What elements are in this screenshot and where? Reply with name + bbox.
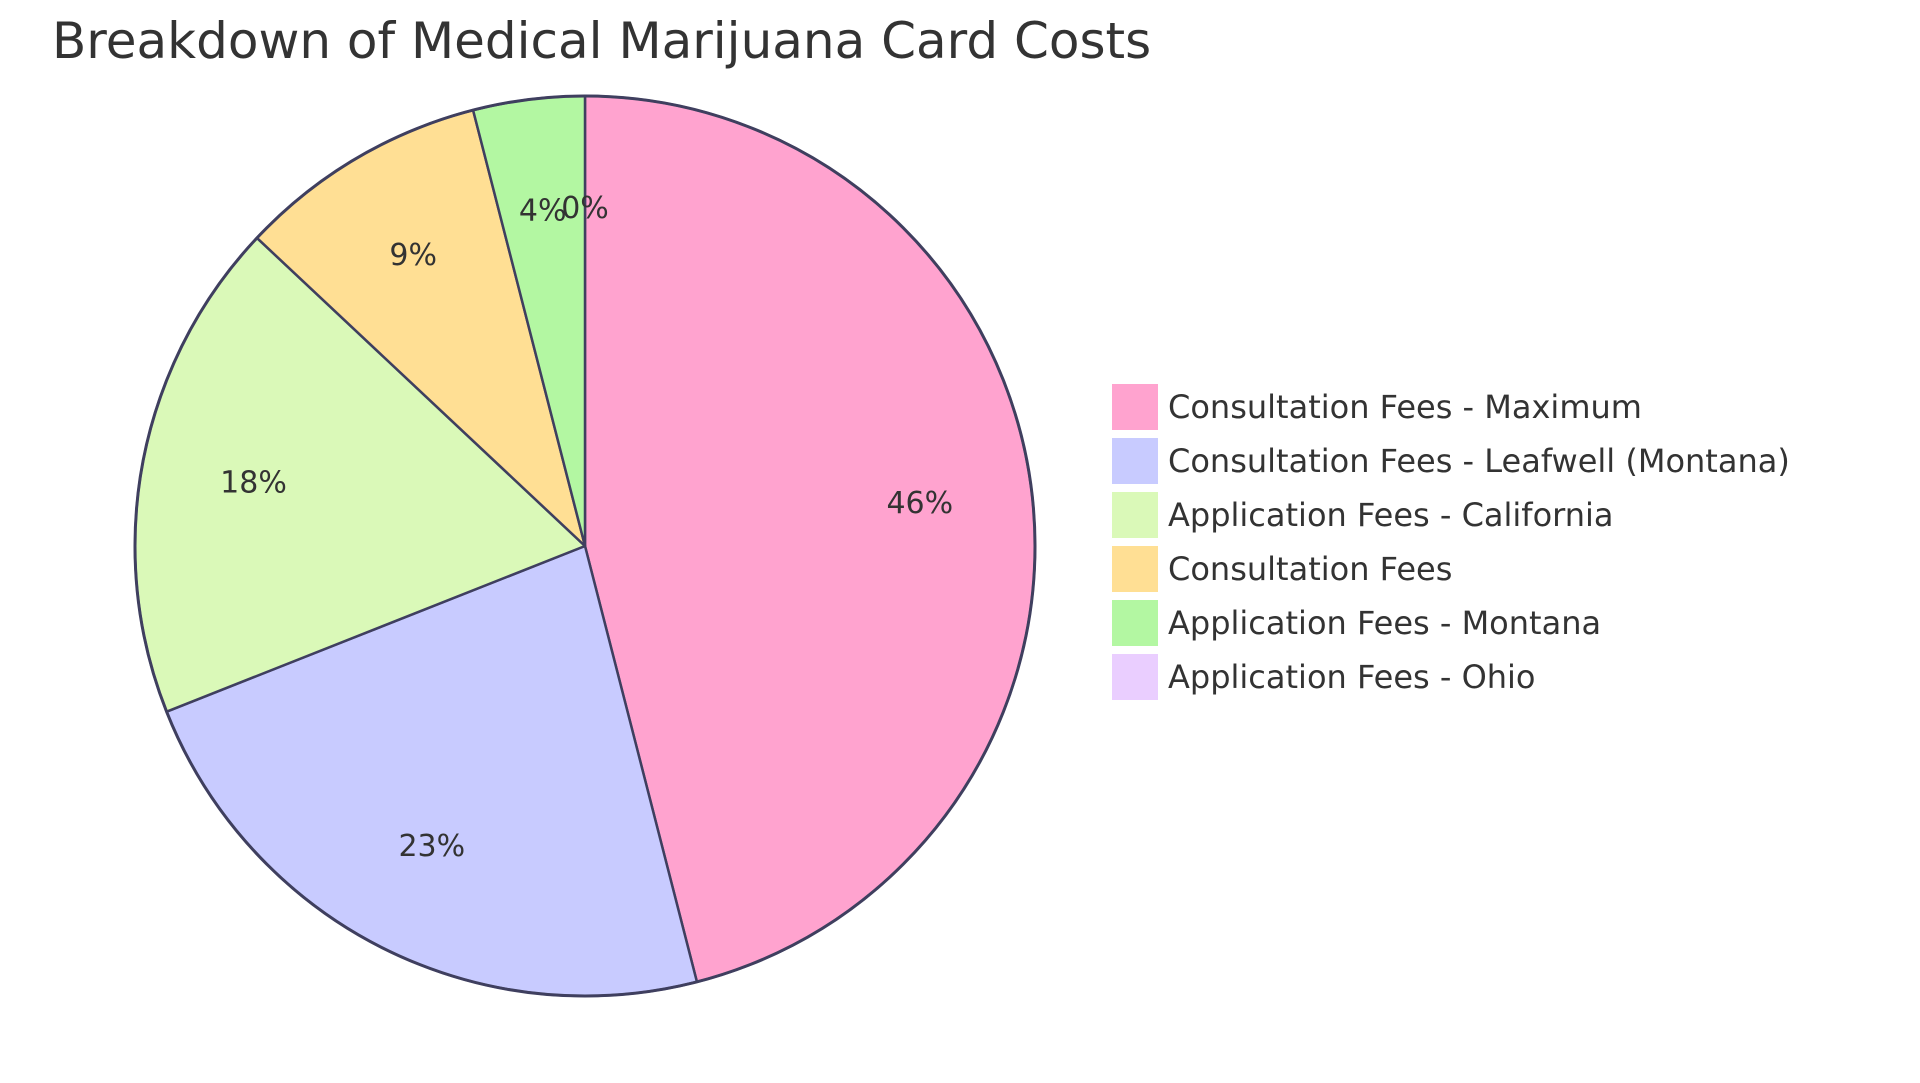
legend-swatch <box>1112 600 1158 646</box>
legend-swatch <box>1112 492 1158 538</box>
legend-label: Application Fees - Montana <box>1168 604 1601 642</box>
slice-percent-label: 23% <box>398 829 465 864</box>
slice-percent-label: 46% <box>886 486 953 521</box>
slice-percent-label: 4% <box>519 194 567 229</box>
legend-swatch <box>1112 654 1158 700</box>
pie-slices <box>133 94 1037 998</box>
legend-swatch <box>1112 438 1158 484</box>
legend-swatch <box>1112 384 1158 430</box>
legend: Consultation Fees - Maximum Consultation … <box>1112 384 1790 700</box>
legend-label: Application Fees - Ohio <box>1168 658 1536 696</box>
slice-percent-label: 0% <box>561 191 609 226</box>
slice-percent-label: 18% <box>220 465 287 500</box>
legend-label: Application Fees - California <box>1168 496 1614 534</box>
pie-outline <box>133 94 1037 998</box>
slice-percent-label: 9% <box>389 238 437 273</box>
legend-swatch <box>1112 546 1158 592</box>
chart-title: Breakdown of Medical Marijuana Card Cost… <box>52 12 1151 70</box>
pie-labels: 46% 23% 18% 9% 4%0% <box>220 191 953 864</box>
legend-label: Consultation Fees <box>1168 550 1452 588</box>
legend-label: Consultation Fees - Maximum <box>1168 388 1642 426</box>
legend-label: Consultation Fees - Leafwell (Montana) <box>1168 442 1790 480</box>
